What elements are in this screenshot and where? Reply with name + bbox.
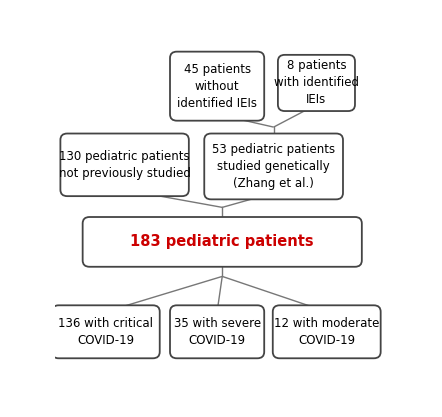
FancyBboxPatch shape xyxy=(61,133,189,196)
Text: 53 pediatric patients
studied genetically
(Zhang et al.): 53 pediatric patients studied geneticall… xyxy=(212,143,335,190)
FancyBboxPatch shape xyxy=(273,305,381,358)
Text: 130 pediatric patients
not previously studied: 130 pediatric patients not previously st… xyxy=(59,150,191,180)
Text: 136 with critical
COVID-19: 136 with critical COVID-19 xyxy=(58,317,153,347)
FancyBboxPatch shape xyxy=(170,52,264,121)
Text: 45 patients
without
identified IEIs: 45 patients without identified IEIs xyxy=(177,63,257,110)
Text: 12 with moderate
COVID-19: 12 with moderate COVID-19 xyxy=(274,317,379,347)
Text: 35 with severe
COVID-19: 35 with severe COVID-19 xyxy=(174,317,261,347)
FancyBboxPatch shape xyxy=(170,305,264,358)
FancyBboxPatch shape xyxy=(52,305,160,358)
Text: 8 patients
with identified
IEIs: 8 patients with identified IEIs xyxy=(274,60,359,106)
FancyBboxPatch shape xyxy=(278,55,355,111)
FancyBboxPatch shape xyxy=(204,133,343,199)
FancyBboxPatch shape xyxy=(83,217,362,267)
Text: 183 pediatric patients: 183 pediatric patients xyxy=(130,234,314,249)
